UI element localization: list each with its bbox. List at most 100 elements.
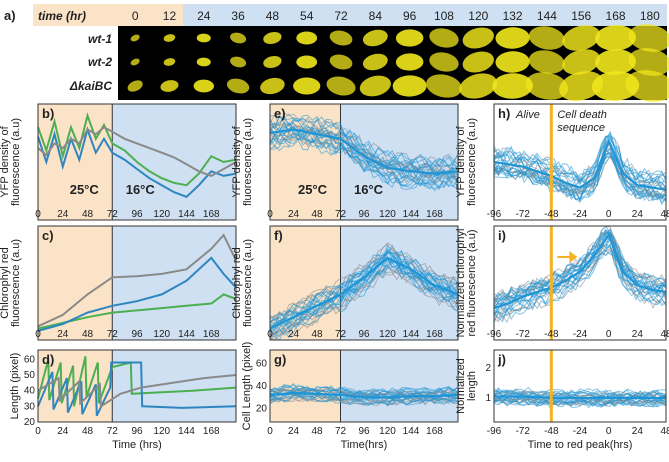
xtick-f-120: 120	[379, 329, 396, 340]
xtick-f-168: 168	[426, 329, 443, 340]
temp-25-e: 25°C	[298, 182, 328, 197]
cell-image-r2-t36	[226, 78, 250, 94]
ytick-g-60: 60	[256, 359, 268, 370]
series-i-0	[493, 232, 667, 310]
xtick-b-48: 48	[82, 209, 94, 220]
sim-trace-f-19	[269, 260, 459, 337]
ylabel-g-0: Cell Length (pixel)	[241, 342, 253, 431]
xtick-g-96: 96	[358, 426, 370, 437]
xtick-g-24: 24	[288, 426, 300, 437]
panel-a-label: a)	[4, 8, 16, 23]
header-cool-band	[183, 4, 667, 26]
series-b-2	[37, 125, 237, 177]
ylabel-d-0: Length (pixel)	[9, 353, 21, 420]
cell-image-r0-t132	[495, 27, 530, 49]
frame-e	[269, 103, 459, 221]
cell-image-r2-t72	[326, 76, 356, 96]
sim-trace-i-25	[493, 231, 667, 300]
xtick-i--48: -48	[544, 329, 559, 340]
sim-trace-g-24	[269, 392, 459, 405]
xtick-c-96: 96	[131, 329, 143, 340]
cell-image-r0-t84	[362, 29, 388, 47]
ylabel-h-0: YFP density of	[455, 125, 467, 197]
cell-image-r2-t156	[559, 71, 604, 101]
xlabel-g: Time(hrs)	[341, 439, 388, 451]
ylabel-b-1: fluorescence (a.u)	[10, 118, 22, 206]
sim-trace-g-25	[269, 385, 459, 394]
xtick-f-0: 0	[267, 329, 273, 340]
xtick-j--48: -48	[544, 426, 559, 437]
time-label-96: 96	[403, 9, 417, 23]
series-d-1	[37, 361, 237, 417]
xtick-f-144: 144	[403, 329, 420, 340]
xtick-i-0: 0	[606, 329, 612, 340]
cell-image-r0-t156	[562, 25, 601, 51]
frame-d	[37, 349, 237, 423]
xlabel-d: Time (hrs)	[112, 439, 162, 451]
xtick-e-96: 96	[358, 209, 370, 220]
xtick-b-72: 72	[107, 209, 119, 220]
xtick-c-144: 144	[178, 329, 195, 340]
temp-16-e: 16°C	[354, 182, 384, 197]
series-b-0	[37, 112, 237, 187]
cell-image-r2-t12	[160, 80, 179, 92]
cell-image-r1-t120	[462, 51, 494, 73]
frame-b	[37, 103, 237, 221]
xtick-h-48: 48	[660, 209, 669, 220]
cell-image-r0-t168	[595, 25, 636, 51]
xlabel-j: Time to red peak(hrs)	[528, 439, 633, 451]
cell-image-r1-t12	[163, 58, 176, 66]
ylabel-f-1: fluorescence (a.u)	[242, 239, 254, 327]
cell-image-r0-t48	[263, 31, 282, 45]
cell-image-r1-t156	[562, 49, 601, 75]
ytick-j-2: 2	[485, 363, 491, 374]
cell-image-r1-t84	[362, 53, 388, 71]
sim-trace-e-19	[269, 129, 459, 184]
frame-i	[493, 225, 667, 341]
frame-c	[37, 225, 237, 341]
cell-image-r2-t120	[459, 73, 498, 99]
ytick-d-40: 40	[24, 386, 36, 397]
temp-25-b: 25°C	[70, 182, 100, 197]
xtick-g-0: 0	[267, 426, 273, 437]
panel-label-i: i)	[498, 228, 506, 243]
xtick-d-168: 168	[203, 426, 220, 437]
xtick-g-144: 144	[403, 426, 420, 437]
xtick-d-96: 96	[131, 426, 143, 437]
cell-image-r2-t180	[625, 70, 669, 102]
sim-trace-h-19	[493, 137, 667, 181]
sim-trace-f-20	[269, 264, 459, 341]
xtick-g-168: 168	[426, 426, 443, 437]
ytick-d-20: 20	[24, 417, 36, 428]
frame-j	[493, 349, 667, 423]
sim-trace-j-22	[493, 399, 667, 408]
death-label-2: sequence	[557, 122, 605, 134]
sim-trace-f-17	[269, 267, 459, 341]
warm-region-b	[38, 104, 113, 220]
cell-image-r1-t0	[130, 58, 140, 66]
xtick-b-168: 168	[203, 209, 220, 220]
sim-trace-i-24	[493, 232, 667, 307]
cell-images	[127, 24, 669, 102]
time-label-156: 156	[571, 9, 591, 23]
time-label-24: 24	[197, 9, 211, 23]
xtick-d-0: 0	[35, 426, 41, 437]
xtick-d-24: 24	[57, 426, 69, 437]
sim-trace-i-11	[493, 225, 667, 299]
xtick-b-0: 0	[35, 209, 41, 220]
xtick-h-24: 24	[632, 209, 644, 220]
panel-b: b) YFP density of fluorescence (a.u) 0 24 48 7…	[0, 103, 237, 221]
sim-trace-i-5	[493, 242, 667, 321]
sim-trace-i-22	[493, 237, 667, 314]
cool-region-g	[340, 350, 458, 422]
time-label-108: 108	[434, 9, 454, 23]
cell-image-r2-t108	[426, 74, 462, 98]
sim-trace-j-16	[493, 395, 667, 405]
cell-image-r1-t168	[595, 49, 636, 75]
panel-j: j) Normalized length -96 -72 -48 -24 0 24 48 Time …	[455, 349, 669, 451]
xtick-i--96: -96	[487, 329, 502, 340]
sim-trace-i-9	[493, 232, 667, 309]
series-g-0	[269, 391, 459, 399]
xtick-i--72: -72	[515, 329, 530, 340]
panel-label-f: f)	[274, 228, 283, 243]
